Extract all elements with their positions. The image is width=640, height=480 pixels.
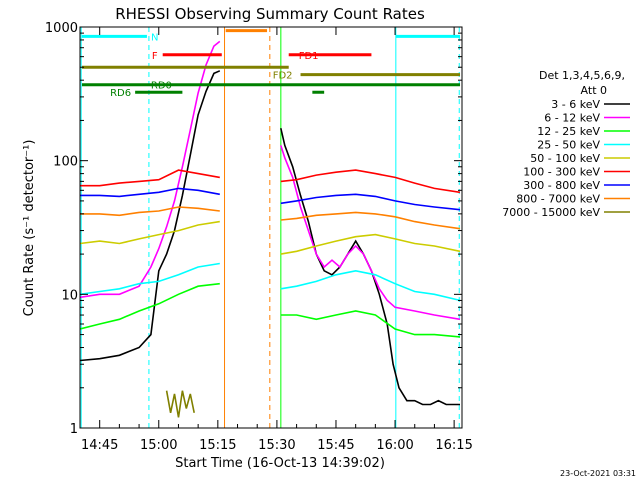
legend-label-4: 50 - 100 keV xyxy=(530,152,600,165)
flag-label-4: FD1 xyxy=(299,51,319,62)
vertical-lines xyxy=(80,27,460,428)
x-axis-label: Start Time (16-Oct-13 14:39:02) xyxy=(175,456,385,471)
y-tick-label-2: 100 xyxy=(53,155,78,170)
flag-label-8: RD6 xyxy=(110,88,131,99)
legend-label-5: 100 - 300 keV xyxy=(523,166,600,179)
legend-label-1: 6 - 12 keV xyxy=(544,112,600,125)
series-line-8 xyxy=(165,390,195,418)
y-tick-label-3: 1000 xyxy=(45,21,78,36)
flag-label-7: RD0 xyxy=(151,81,172,92)
x-tick-label-5: 16:00 xyxy=(376,438,413,453)
footer-date: 23-Oct-2021 03:31 xyxy=(560,469,636,478)
flag-label-2: F xyxy=(152,51,158,62)
legend-label-6: 300 - 800 keV xyxy=(523,179,600,192)
flag-bars: NF FD1 FD2 RD0 RD6 xyxy=(81,29,461,99)
legend-label-3: 25 - 50 keV xyxy=(537,139,600,152)
y-axis-label: Count Rate (s⁻¹ detector⁻¹) xyxy=(22,140,37,317)
y-tick-label-0: 1 xyxy=(70,422,78,437)
series-layer xyxy=(80,40,461,418)
plot-frame xyxy=(79,26,463,429)
flag-label-6: FD2 xyxy=(273,71,293,82)
series-line-1 xyxy=(80,40,461,321)
y-tick-label-1: 10 xyxy=(61,288,78,303)
x-tick-label-3: 15:30 xyxy=(258,438,295,453)
legend-label-7: 800 - 7000 keV xyxy=(516,193,600,206)
series-line-4 xyxy=(80,220,461,255)
x-tick-label-2: 15:15 xyxy=(199,438,236,453)
legend-label-0: 3 - 6 keV xyxy=(551,98,600,111)
x-tick-label-0: 14:45 xyxy=(81,438,118,453)
series-line-7 xyxy=(80,206,461,230)
series-line-6 xyxy=(80,187,461,211)
legend-title-line-1: Det 1,3,4,5,6,9, xyxy=(539,69,625,82)
x-tick-label-1: 15:00 xyxy=(140,438,177,453)
x-axis-ticks: 14:45 15:00 15:15 15:30 15:45 16:00 16:15 xyxy=(81,27,473,453)
y-axis-ticks: 1 10 100 1000 xyxy=(45,21,462,437)
x-tick-label-6: 16:15 xyxy=(435,438,472,453)
series-line-2 xyxy=(80,282,461,338)
legend-label-2: 12 - 25 keV xyxy=(537,125,600,138)
chart-title: RHESSI Observing Summary Count Rates xyxy=(115,5,425,23)
series-line-5 xyxy=(80,169,461,194)
flag-label-0: N xyxy=(151,32,158,43)
legend-title-line-2: Att 0 xyxy=(581,84,607,97)
legend-label-8: 7000 - 15000 keV xyxy=(502,206,600,219)
x-tick-label-4: 15:45 xyxy=(317,438,354,453)
series-line-3 xyxy=(80,262,461,302)
